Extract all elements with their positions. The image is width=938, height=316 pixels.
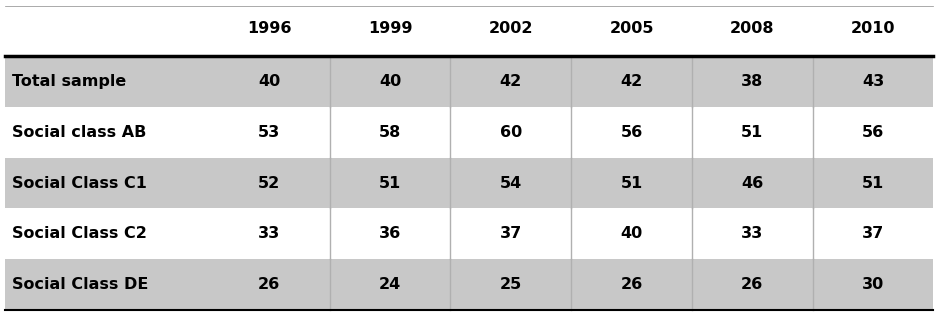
Text: Social Class DE: Social Class DE	[12, 277, 148, 292]
Text: 46: 46	[741, 175, 764, 191]
Text: 40: 40	[620, 226, 643, 241]
Text: 33: 33	[258, 226, 280, 241]
Text: 30: 30	[862, 277, 885, 292]
Text: 33: 33	[741, 226, 764, 241]
Text: 42: 42	[500, 74, 522, 89]
Text: 2005: 2005	[610, 21, 654, 36]
Text: 51: 51	[379, 175, 401, 191]
Text: Social class AB: Social class AB	[12, 125, 146, 140]
Text: 54: 54	[500, 175, 522, 191]
Bar	[5, 6, 933, 56]
Text: 24: 24	[379, 277, 401, 292]
Text: Social Class C1: Social Class C1	[12, 175, 147, 191]
Text: 36: 36	[379, 226, 401, 241]
Text: 51: 51	[741, 125, 764, 140]
Bar	[5, 259, 933, 310]
Text: 2010: 2010	[851, 21, 895, 36]
Text: 52: 52	[258, 175, 280, 191]
Text: 56: 56	[620, 125, 643, 140]
Bar	[5, 56, 933, 107]
Bar	[5, 158, 933, 208]
Text: 56: 56	[862, 125, 885, 140]
Text: 38: 38	[741, 74, 764, 89]
Text: 26: 26	[258, 277, 280, 292]
Text: 40: 40	[258, 74, 280, 89]
Text: 37: 37	[862, 226, 885, 241]
Text: 51: 51	[862, 175, 885, 191]
Text: 26: 26	[741, 277, 764, 292]
Text: 2008: 2008	[730, 21, 775, 36]
Text: 1999: 1999	[368, 21, 413, 36]
Text: Total sample: Total sample	[12, 74, 127, 89]
Text: 42: 42	[620, 74, 643, 89]
Text: 60: 60	[500, 125, 522, 140]
Bar	[5, 107, 933, 158]
Bar	[5, 208, 933, 259]
Text: 1996: 1996	[247, 21, 292, 36]
Text: 26: 26	[620, 277, 643, 292]
Text: 25: 25	[500, 277, 522, 292]
Text: Social Class C2: Social Class C2	[12, 226, 147, 241]
Text: 2002: 2002	[489, 21, 533, 36]
Text: 51: 51	[620, 175, 643, 191]
Text: 43: 43	[862, 74, 885, 89]
Text: 58: 58	[379, 125, 401, 140]
Text: 37: 37	[500, 226, 522, 241]
Text: 53: 53	[258, 125, 280, 140]
Text: 40: 40	[379, 74, 401, 89]
